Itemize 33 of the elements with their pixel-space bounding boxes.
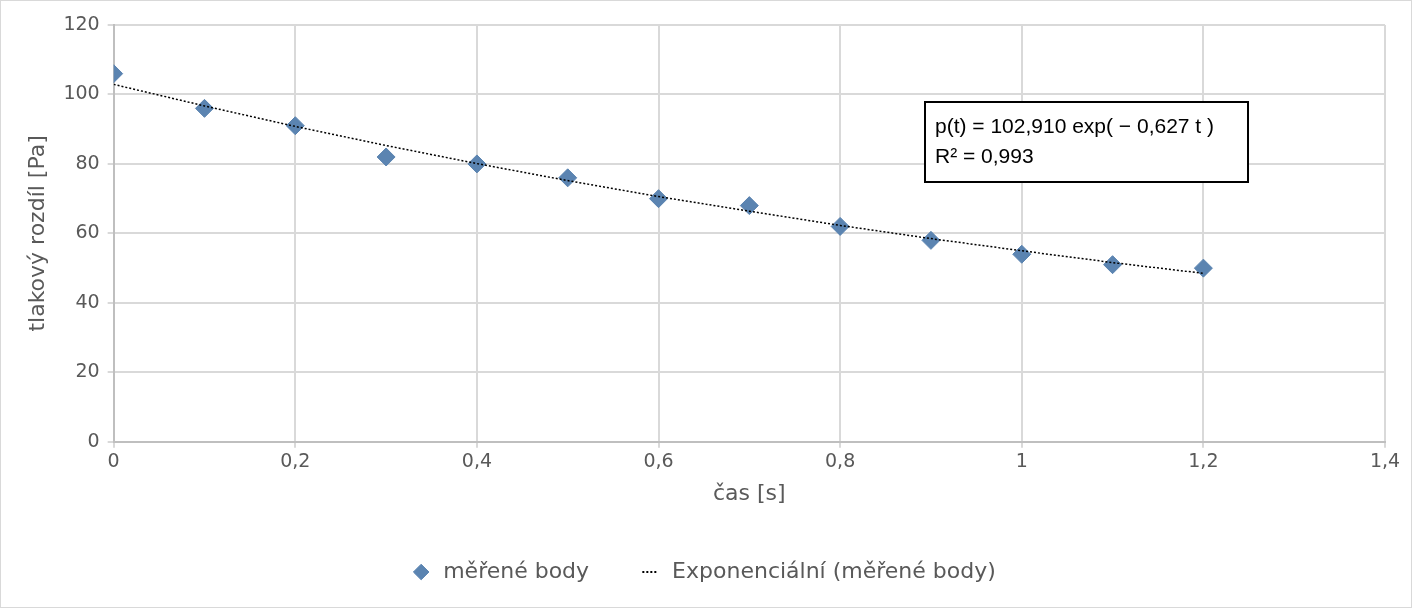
y-tick-label: 0	[87, 428, 100, 451]
annotation: p(t) = 102,910 exp( − 0,627 t )	[935, 113, 1215, 137]
x-tick-label: 1,2	[1188, 449, 1219, 472]
annotation: R² = 0,993	[935, 143, 1034, 167]
y-tick-label: 60	[75, 220, 100, 243]
y-tick-label: 40	[75, 289, 100, 312]
x-tick-label: 0	[107, 449, 120, 472]
x-tick-label: 1	[1015, 449, 1028, 472]
point	[558, 168, 578, 188]
point	[194, 98, 214, 118]
point	[830, 216, 850, 236]
point	[649, 189, 669, 209]
legend-label: Exponenciální (měřené body)	[672, 557, 996, 583]
point	[467, 154, 487, 174]
y-tick-label: 80	[75, 150, 100, 173]
x-tick-label: 0,6	[643, 449, 674, 472]
point	[739, 196, 759, 216]
y-axis-title: tlakový rozdíl [Pa]	[23, 135, 49, 332]
x-tick-label: 0,8	[825, 449, 856, 472]
point	[1193, 258, 1213, 278]
point	[285, 116, 305, 136]
point	[921, 230, 941, 250]
x-tick-label: 0,2	[280, 449, 311, 472]
point	[376, 147, 396, 167]
legend-label: měřené body	[443, 557, 590, 583]
y-tick-label: 120	[63, 11, 100, 34]
x-axis-title: čas [s]	[713, 479, 786, 505]
point	[1103, 255, 1123, 275]
y-tick-label: 100	[63, 81, 100, 104]
y-tick-label: 20	[75, 359, 100, 382]
point	[1012, 244, 1032, 264]
x-tick-label: 1,4	[1369, 449, 1401, 472]
x-tick-label: 0,4	[461, 449, 493, 472]
